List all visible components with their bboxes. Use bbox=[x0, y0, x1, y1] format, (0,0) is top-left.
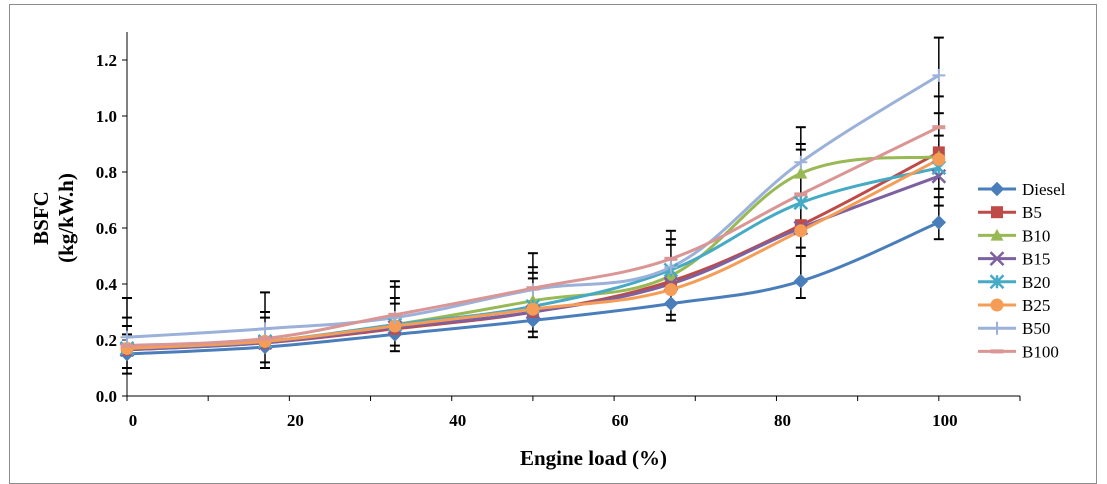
y-tick-label: 0.0 bbox=[96, 387, 117, 406]
legend-label-b20: B20 bbox=[1022, 273, 1050, 292]
x-tick-label: 80 bbox=[774, 411, 791, 430]
x-axis-title: Engine load (%) bbox=[520, 446, 667, 470]
legend-marker-b50 bbox=[990, 321, 1004, 335]
chart-frame bbox=[9, 4, 1097, 484]
data-point-b100 bbox=[794, 192, 808, 197]
data-point-b100 bbox=[932, 125, 946, 130]
data-point-diesel bbox=[793, 273, 809, 289]
data-point-b25 bbox=[794, 224, 808, 238]
x-tick-label: 40 bbox=[449, 411, 466, 430]
y-tick-label: 0.6 bbox=[96, 219, 117, 238]
data-point-b25 bbox=[664, 283, 678, 297]
data-point-b100 bbox=[120, 343, 134, 348]
legend-marker-b15 bbox=[989, 251, 1005, 266]
data-point-b50 bbox=[120, 330, 134, 344]
y-axis-ticks: 0.0 0.2 0.4 0.6 0.8 1.0 1.2 bbox=[96, 51, 127, 406]
y-axis-title: BSFC (kg/kW.h) bbox=[29, 173, 78, 263]
data-point-b100 bbox=[258, 336, 272, 341]
x-tick-label: 100 bbox=[932, 411, 958, 430]
data-point-b20 bbox=[793, 195, 809, 211]
x-tick-label: 20 bbox=[287, 411, 304, 430]
y-tick-label: 1.2 bbox=[96, 51, 117, 70]
x-tick-label: 0 bbox=[129, 411, 138, 430]
y-tick-label: 0.2 bbox=[96, 331, 117, 350]
data-point-b10 bbox=[794, 166, 808, 179]
data-point-b25 bbox=[526, 302, 540, 316]
x-axis-ticks: 0 20 40 60 80 100 bbox=[126, 396, 1021, 430]
y-tick-label: 0.4 bbox=[96, 275, 118, 294]
data-point-diesel bbox=[931, 215, 947, 230]
data-point-b100 bbox=[526, 286, 540, 291]
series-markers bbox=[119, 68, 947, 362]
data-point-b25 bbox=[388, 319, 402, 333]
legend-label-b10: B10 bbox=[1022, 226, 1050, 245]
y-tick-label: 1.0 bbox=[96, 107, 117, 126]
legend-marker-b25 bbox=[990, 298, 1004, 312]
legend: Diesel B5 B10 B15 B20 B25 B50 B100 bbox=[978, 180, 1066, 361]
legend-label-diesel: Diesel bbox=[1022, 180, 1066, 199]
legend-marker-diesel bbox=[989, 181, 1005, 197]
legend-label-b15: B15 bbox=[1022, 250, 1050, 269]
data-point-b50 bbox=[258, 322, 272, 336]
data-point-b100 bbox=[388, 312, 402, 317]
y-axis-title-line-2: (kg/kW.h) bbox=[54, 173, 78, 263]
legend-label-b25: B25 bbox=[1022, 296, 1050, 315]
data-point-diesel bbox=[663, 296, 679, 311]
y-axis-title-line-1: BSFC bbox=[29, 191, 53, 245]
legend-marker-b100 bbox=[990, 349, 1004, 354]
data-point-b50 bbox=[794, 155, 808, 169]
legend-marker-b20 bbox=[989, 274, 1005, 290]
data-point-b25 bbox=[932, 152, 946, 166]
legend-marker-b5 bbox=[991, 206, 1003, 219]
legend-label-b100: B100 bbox=[1022, 342, 1059, 361]
legend-marker-b10 bbox=[990, 228, 1004, 241]
data-point-b100 bbox=[664, 256, 678, 261]
x-tick-label: 60 bbox=[612, 411, 629, 430]
legend-label-b50: B50 bbox=[1022, 319, 1050, 338]
data-point-b50 bbox=[932, 68, 946, 82]
y-tick-label: 0.8 bbox=[96, 163, 117, 182]
legend-label-b5: B5 bbox=[1022, 203, 1042, 222]
data-point-b50 bbox=[664, 260, 678, 274]
